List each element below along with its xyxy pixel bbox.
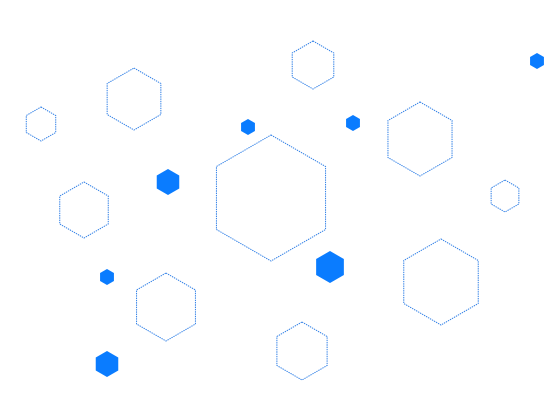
hexagon-filled-icon [346, 115, 360, 131]
hexagon-outline-icon [276, 321, 328, 381]
hexagon-filled-icon [100, 269, 114, 285]
hexagon-outline-icon [215, 134, 327, 262]
hexagon-filled-icon [316, 251, 344, 283]
hexagon-filled-icon [95, 351, 119, 377]
hexagon-outline-icon [490, 179, 520, 213]
hexagon-filled-icon [530, 53, 544, 69]
filled-hexagons [95, 53, 544, 377]
hexagon-outline-icon [403, 238, 479, 326]
hexagon-outline-icon [25, 106, 57, 142]
hexagon-outline-icon [136, 272, 196, 342]
hexagon-outline-icon [291, 40, 335, 90]
hexagon-filled-icon [156, 169, 180, 195]
hexagon-outline-icon [59, 181, 109, 239]
hexagon-filled-icon [241, 119, 255, 135]
hexagon-outline-icon [106, 67, 162, 131]
hexagon-outline-icon [387, 101, 453, 177]
outline-hexagons [25, 40, 520, 381]
